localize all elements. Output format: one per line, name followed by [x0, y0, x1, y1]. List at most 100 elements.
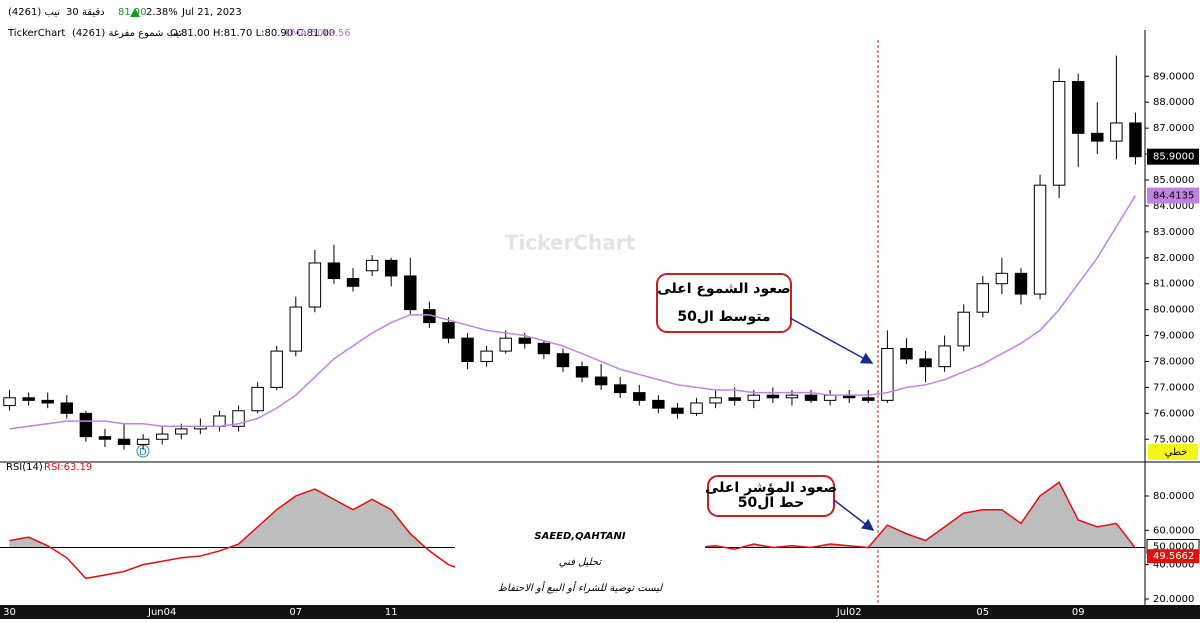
header-source: TickerChart: [7, 28, 65, 39]
header-ema-name: EMA(50): [285, 28, 327, 39]
candle-body: [862, 397, 875, 401]
x-tick-label: 30: [3, 607, 16, 618]
line-type: خطي: [1165, 447, 1188, 458]
candle-body: [461, 337, 474, 362]
header-chart-name: (4261) نيب شموع مفرغة: [72, 28, 182, 39]
y-tick-label: 20.0000: [1153, 594, 1194, 605]
rsi-name: RSI(14): [6, 462, 43, 473]
candle-body: [556, 353, 570, 368]
rsi-area: [9, 482, 1135, 548]
annotation-arrow: [789, 317, 874, 364]
candle-body: [995, 272, 1009, 285]
annotation-box: [707, 475, 835, 517]
y-tick-label: 89.0000: [1153, 71, 1194, 82]
candle-body: [518, 337, 532, 344]
candle-body: [728, 397, 741, 401]
candle-body: [900, 348, 913, 360]
header-ema-value: 78.56: [322, 28, 351, 39]
signature-box: [455, 520, 705, 605]
candle-body: [881, 348, 894, 401]
candle-body: [289, 306, 303, 352]
signature-line1: تحليل فني: [559, 557, 603, 568]
x-tick-label: Jun04: [147, 607, 176, 618]
candle-body: [270, 350, 283, 388]
candle-body: [575, 366, 589, 378]
candle-body: [594, 376, 608, 386]
candle-body: [404, 275, 417, 311]
signature-line2: ليست توصية للشراء أو البيع أو الاحتفاظ: [498, 581, 664, 594]
candle-body: [79, 412, 93, 438]
header-ohlc: O:81.00 H:81.70 L:80.90 C:81.00: [170, 28, 335, 39]
annotation-text: متوسط ال50: [677, 309, 770, 325]
candle-body: [3, 397, 16, 407]
x-axis-bar: [0, 605, 1200, 619]
candle-body: [938, 345, 951, 368]
candle-body: [499, 337, 512, 352]
candle-body: [251, 386, 264, 412]
y-tick-label: 85.0000: [1153, 175, 1194, 186]
y-tick-label: 83.0000: [1153, 227, 1194, 238]
watermark: TickerChart: [505, 231, 636, 255]
candle-body: [747, 394, 761, 401]
candle-body: [98, 436, 112, 440]
marker-d-label: D: [139, 447, 147, 458]
candle-body: [613, 384, 627, 394]
last-price-label: 85.9000: [1153, 152, 1194, 163]
candle-body: [442, 322, 455, 339]
last-rsi-box: [1147, 549, 1199, 564]
candle-body: [823, 394, 837, 401]
candle-body: [365, 259, 379, 272]
header-date: Jul 21, 2023: [181, 7, 242, 18]
candle-body: [232, 410, 245, 427]
candle-body: [804, 394, 818, 401]
candle-body: [155, 433, 169, 440]
header-price: 81.90: [118, 7, 147, 18]
annotation-arrow: [833, 499, 875, 531]
candle-body: [1033, 184, 1047, 295]
x-tick-label: 09: [1072, 607, 1085, 618]
candle-body: [1110, 122, 1123, 142]
y-tick-label: 88.0000: [1153, 97, 1194, 108]
y-tick-label: 79.0000: [1153, 331, 1194, 342]
up-icon: [130, 8, 140, 17]
candle-body: [346, 278, 360, 287]
x-tick-label: 07: [289, 607, 302, 618]
signature-name: SAEED,QAHTANI: [534, 531, 625, 542]
header-interval: 30 دقيقة: [66, 7, 105, 18]
candle-body: [671, 407, 684, 414]
annotation-box: [656, 273, 792, 333]
candle-body: [480, 350, 493, 362]
candle-body: [22, 397, 35, 401]
candle-body: [117, 438, 131, 445]
y-tick-label: 80.0000: [1153, 491, 1194, 502]
header-symbol: (4261) نيب: [8, 7, 60, 18]
y-tick-label: 77.0000: [1153, 382, 1194, 393]
annotation-text: صعود المؤشر اعلى: [705, 480, 837, 496]
y-tick-label: 82.0000: [1153, 253, 1194, 264]
candle-body: [175, 428, 188, 435]
last-price-box: [1147, 148, 1199, 165]
candle-body: [919, 358, 932, 368]
candle-body: [537, 342, 551, 355]
y-tick-label: 87.0000: [1153, 123, 1194, 134]
x-tick-label: 11: [385, 607, 398, 618]
candle-body: [1129, 122, 1142, 158]
header-change: 2.38%: [146, 7, 178, 18]
y-tick-label: 75.0000: [1153, 434, 1194, 445]
candle-body: [41, 399, 54, 404]
candle-body: [1014, 272, 1028, 295]
last-rsi-label: 49.5662: [1153, 551, 1194, 562]
candle-body: [213, 415, 226, 427]
y-tick-label: 60.0000: [1153, 525, 1194, 536]
x-tick-label: Jul02: [836, 607, 862, 618]
y-tick-label: 76.0000: [1153, 408, 1194, 419]
candle-body: [384, 259, 398, 277]
candle-body: [1052, 80, 1066, 186]
candle-body: [1071, 80, 1085, 134]
candle-body: [327, 262, 341, 280]
candle-body: [136, 438, 150, 445]
candle-body: [690, 402, 703, 414]
candle-body: [308, 262, 322, 308]
rsi-reading: RSI:63.19: [44, 462, 92, 473]
